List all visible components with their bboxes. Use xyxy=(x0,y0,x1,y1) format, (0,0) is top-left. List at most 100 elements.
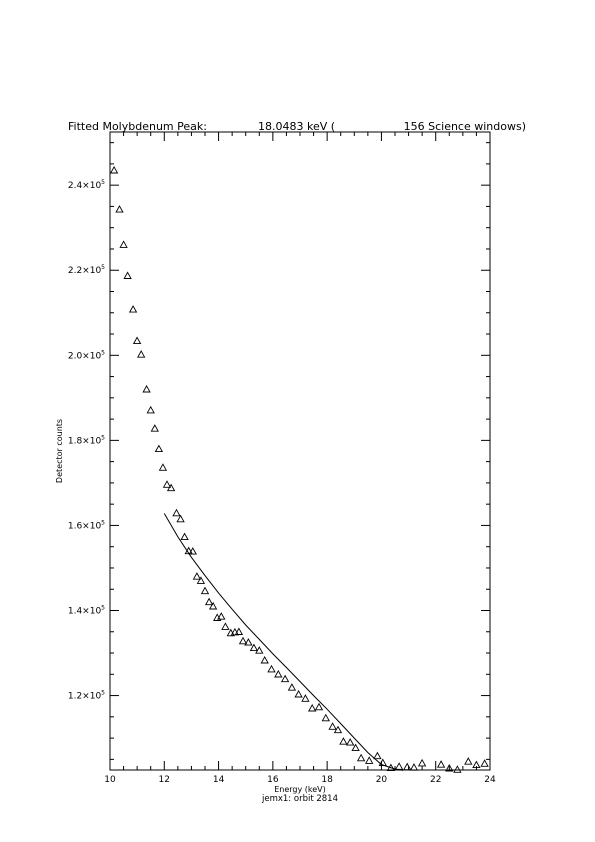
y-tick-mantissa: 1.2×10 xyxy=(68,692,102,702)
fit-curve xyxy=(163,513,404,771)
data-point xyxy=(328,722,337,730)
data-point xyxy=(409,763,419,771)
data-point xyxy=(123,271,132,279)
data-point xyxy=(188,547,197,555)
data-point xyxy=(119,240,128,248)
y-tick-exponent: 5 xyxy=(101,349,105,356)
data-point xyxy=(109,165,119,174)
x-tick-label: 20 xyxy=(376,775,388,785)
y-tick-exponent: 5 xyxy=(101,264,105,271)
y-tick-mantissa: 1.4×10 xyxy=(68,607,102,617)
data-point xyxy=(333,725,343,734)
data-point xyxy=(196,576,206,584)
axis-ticks xyxy=(109,132,491,770)
data-point xyxy=(436,760,446,768)
data-points xyxy=(109,165,489,773)
data-point xyxy=(351,743,360,752)
data-point xyxy=(200,586,210,595)
data-point xyxy=(184,546,193,555)
y-tick-label: 2.2×105 xyxy=(68,264,105,276)
data-point xyxy=(244,638,253,646)
data-point xyxy=(321,713,330,722)
data-point xyxy=(314,702,324,711)
data-point xyxy=(308,703,317,712)
y-tick-mantissa: 2.4×10 xyxy=(68,181,102,191)
y-tick-mantissa: 1.6×10 xyxy=(68,521,102,531)
data-point xyxy=(249,643,259,652)
data-point xyxy=(346,738,355,746)
x-tick-label: 14 xyxy=(213,775,225,785)
x-tick-label: 24 xyxy=(484,775,496,785)
x-tick-label: 22 xyxy=(430,775,441,785)
data-point xyxy=(445,763,454,772)
data-point xyxy=(115,205,124,213)
data-point xyxy=(255,646,264,654)
y-tick-labels: 1.2×1051.4×1051.6×1051.8×1052.0×1052.2×1… xyxy=(68,179,105,701)
y-tick-mantissa: 2.0×10 xyxy=(68,351,102,361)
data-point xyxy=(339,737,348,745)
y-axis-label: Detector counts xyxy=(55,419,64,483)
data-point xyxy=(267,664,276,673)
data-point xyxy=(280,674,290,683)
data-point xyxy=(417,758,427,767)
data-point xyxy=(208,601,218,610)
data-point xyxy=(162,480,172,488)
chart-title-energy: 18.0483 keV ( xyxy=(258,120,335,133)
data-point xyxy=(146,405,155,414)
fit-curve-group xyxy=(163,513,404,771)
y-tick-exponent: 5 xyxy=(101,434,105,441)
data-point xyxy=(287,683,297,691)
data-point xyxy=(172,508,181,517)
data-point xyxy=(234,627,244,635)
x-tick-label: 10 xyxy=(104,775,116,785)
data-point xyxy=(472,760,481,769)
data-point xyxy=(373,751,382,760)
y-tick-label: 1.2×105 xyxy=(68,690,105,702)
y-tick-label: 2.4×105 xyxy=(68,179,105,191)
data-point xyxy=(180,532,189,541)
y-tick-label: 2.0×105 xyxy=(68,349,105,361)
chart-title-windows: 156 Science windows) xyxy=(404,120,526,133)
data-point xyxy=(260,655,269,664)
data-point xyxy=(221,622,230,630)
y-tick-label: 1.8×105 xyxy=(68,434,105,446)
data-point xyxy=(464,757,473,765)
data-point xyxy=(238,636,248,645)
data-point xyxy=(142,384,151,393)
data-point xyxy=(137,350,146,358)
data-point xyxy=(176,514,185,523)
data-point xyxy=(378,758,387,766)
data-point xyxy=(154,444,164,453)
x-tick-label: 18 xyxy=(321,775,333,785)
plot-frame xyxy=(109,131,491,771)
data-point xyxy=(128,305,138,313)
x-tick-label: 16 xyxy=(267,775,279,785)
x-axis-label: Energy (keV) xyxy=(274,785,326,794)
data-point xyxy=(403,762,412,771)
x-tick-label: 12 xyxy=(159,775,170,785)
data-point xyxy=(386,763,396,772)
data-point xyxy=(480,759,489,767)
orbit-footer: jemx1: orbit 2814 xyxy=(261,794,338,804)
data-point xyxy=(301,694,310,702)
data-point xyxy=(132,336,142,345)
data-point xyxy=(204,597,214,606)
data-point xyxy=(274,669,283,678)
data-point xyxy=(150,424,159,432)
y-tick-mantissa: 2.2×10 xyxy=(68,266,102,276)
data-point xyxy=(394,762,404,770)
data-point xyxy=(158,463,168,471)
data-point xyxy=(365,756,374,764)
data-point xyxy=(166,483,176,492)
x-tick-labels: 10 12 14 16 18 20 22 24 xyxy=(104,775,496,785)
data-point xyxy=(192,572,202,580)
y-tick-label: 1.4×105 xyxy=(68,605,105,617)
data-point xyxy=(453,765,462,773)
chart-title-prefix: Fitted Molybdenum Peak: xyxy=(68,120,207,133)
data-point xyxy=(217,612,226,620)
data-point xyxy=(356,753,366,762)
y-tick-mantissa: 1.8×10 xyxy=(68,436,102,446)
y-tick-exponent: 5 xyxy=(101,179,105,186)
y-tick-exponent: 5 xyxy=(101,519,105,526)
